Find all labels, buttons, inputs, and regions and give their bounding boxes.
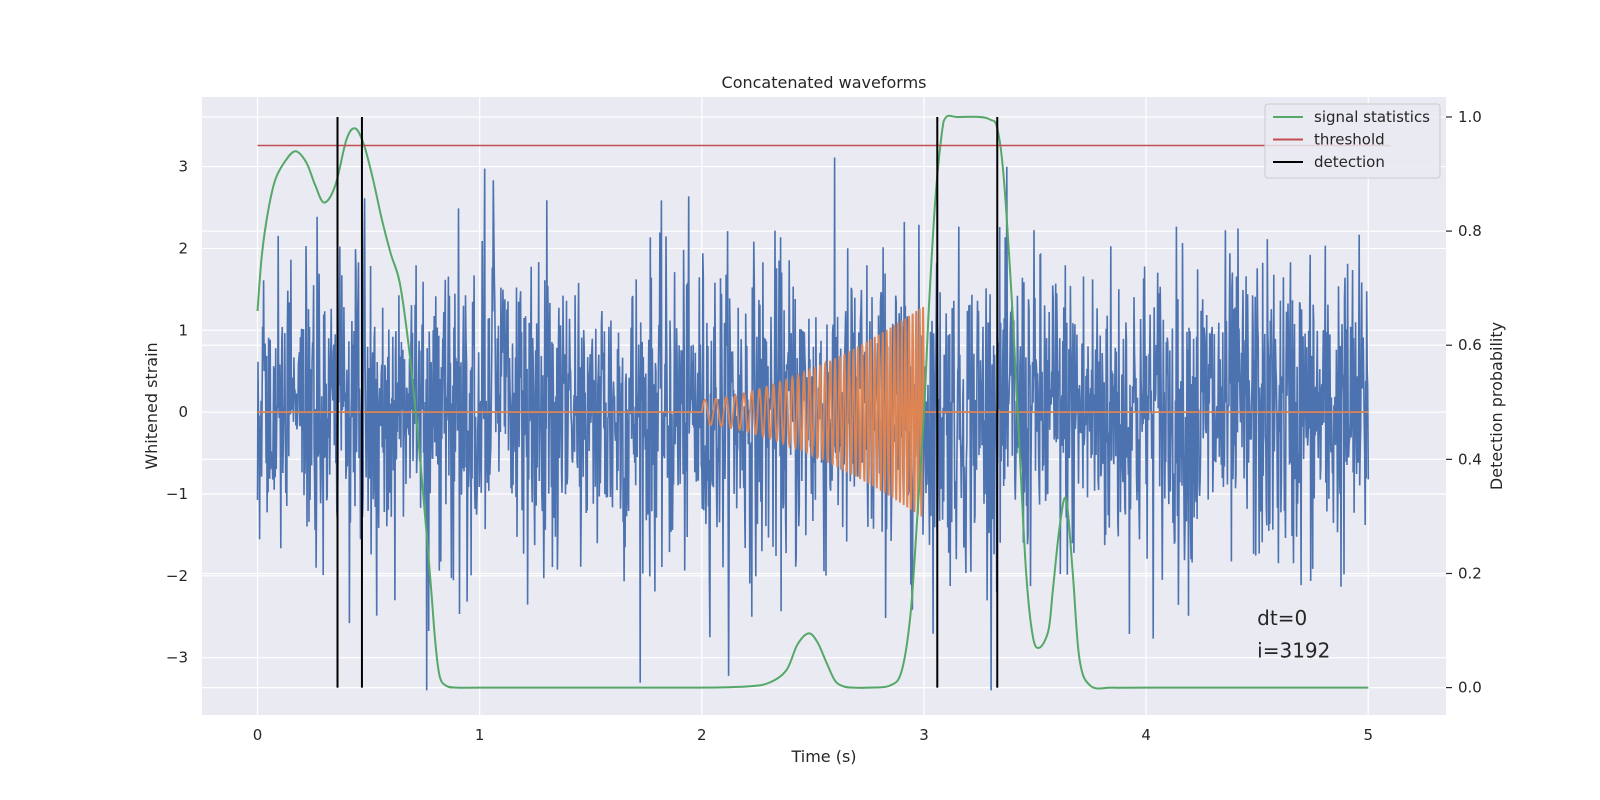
y-tick-label: 2 — [178, 239, 188, 257]
annotations: dt=0 i=3192 — [1257, 606, 1330, 663]
y-tick-label: 3 — [178, 158, 188, 176]
y2-tick-label: 0.2 — [1458, 564, 1482, 582]
y2-axis-ticks: 0.0 0.2 0.4 0.6 0.8 1.0 — [1446, 108, 1482, 697]
y-tick-label: −3 — [166, 649, 188, 667]
y-tick-label: 1 — [178, 321, 188, 339]
x-tick-label: 3 — [919, 726, 929, 744]
annotation-text: i=3192 — [1257, 639, 1330, 663]
x-tick-label: 4 — [1141, 726, 1151, 744]
legend-label: threshold — [1314, 131, 1385, 149]
x-axis-ticks: 0 1 2 3 4 5 — [253, 726, 1373, 744]
x-tick-label: 2 — [697, 726, 707, 744]
x-tick-label: 5 — [1363, 726, 1373, 744]
y2-axis-label: Detection probability — [1487, 322, 1506, 490]
x-tick-label: 0 — [253, 726, 263, 744]
noise-series-line — [256, 157, 1370, 691]
legend: signal statistics threshold detection — [1264, 103, 1441, 179]
legend-label: signal statistics — [1314, 108, 1430, 126]
y2-tick-label: 0.6 — [1458, 336, 1482, 354]
y2-tick-label: 0.8 — [1458, 222, 1482, 240]
y-axis-label: Whitened strain — [142, 342, 161, 469]
y2-tick-label: 1.0 — [1458, 108, 1482, 126]
y2-tick-label: 0.0 — [1458, 679, 1482, 697]
x-axis-label: Time (s) — [790, 747, 856, 766]
y2-tick-label: 0.4 — [1458, 450, 1482, 468]
chart-title: Concatenated waveforms — [722, 73, 927, 92]
y-axis-ticks: −3 −2 −1 0 1 2 3 — [166, 158, 188, 667]
y-tick-label: 0 — [178, 403, 188, 421]
detection-lines — [336, 116, 999, 688]
legend-box — [1264, 103, 1441, 179]
injection-series-line — [257, 306, 1369, 517]
y-tick-label: −1 — [166, 485, 188, 503]
y-tick-label: −2 — [166, 567, 188, 585]
x-tick-label: 1 — [475, 726, 485, 744]
legend-label: detection — [1314, 153, 1385, 171]
annotation-text: dt=0 — [1257, 606, 1307, 630]
